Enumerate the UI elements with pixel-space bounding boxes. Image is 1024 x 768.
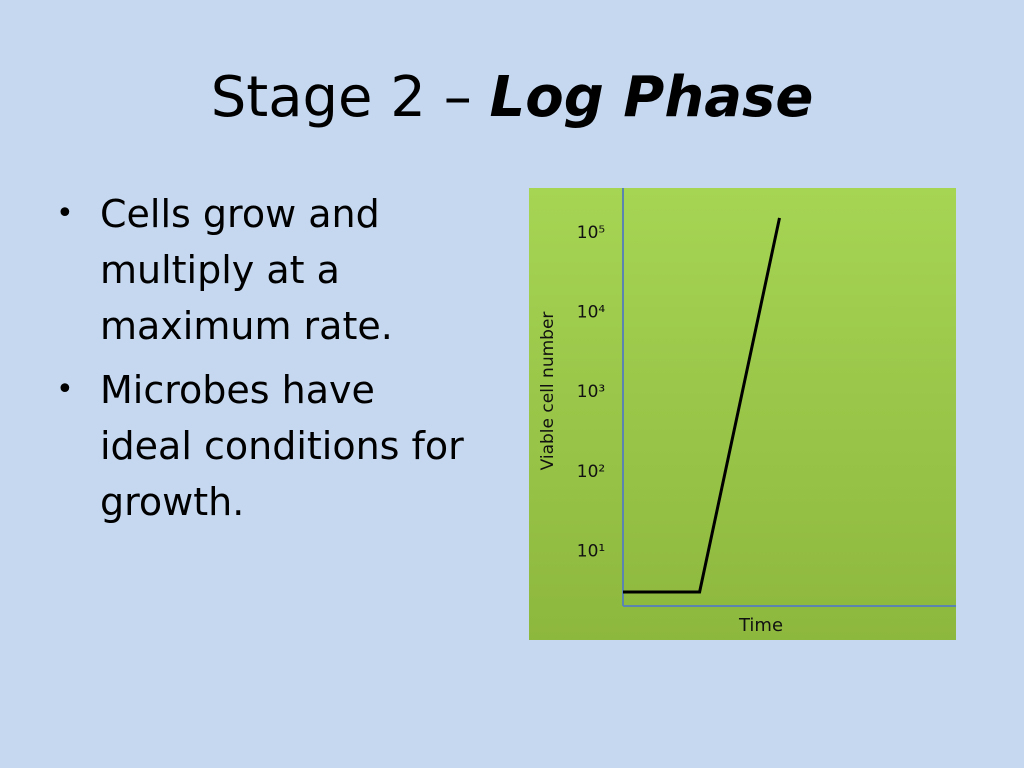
y-tick-label: 10² <box>577 462 605 482</box>
slide-title: Stage 2 – Log Phase <box>0 58 1024 138</box>
title-emphasis: Log Phase <box>489 65 814 130</box>
y-tick-label: 10³ <box>577 382 605 402</box>
series-line <box>623 217 781 594</box>
y-tick-label: 10¹ <box>577 541 605 561</box>
x-axis-label: Time <box>738 615 783 636</box>
y-tick-label: 10⁴ <box>577 303 606 323</box>
bullet-list: • Cells grow and multiply at a maximum r… <box>56 186 476 538</box>
chart-background <box>529 188 956 640</box>
y-tick-labels: 10¹ 10² 10³ 10⁴ 10⁵ <box>577 223 606 561</box>
title-prefix: Stage 2 – <box>210 65 490 130</box>
bullet-icon: • <box>56 196 74 231</box>
bullet-item: • Microbes have ideal conditions for gro… <box>56 362 476 530</box>
y-axis-label: Viable cell number <box>538 312 558 471</box>
bullet-item: • Cells grow and multiply at a maximum r… <box>56 186 476 354</box>
bullet-icon: • <box>56 372 74 407</box>
growth-chart-svg: 10¹ 10² 10³ 10⁴ 10⁵ Time Viable cell number <box>529 188 956 640</box>
y-tick-label: 10⁵ <box>577 223 605 243</box>
bullet-text: Cells grow and multiply at a maximum rat… <box>100 192 393 348</box>
growth-chart: 10¹ 10² 10³ 10⁴ 10⁵ Time Viable cell number <box>529 188 956 640</box>
bullet-text: Microbes have ideal conditions for growt… <box>100 368 464 524</box>
